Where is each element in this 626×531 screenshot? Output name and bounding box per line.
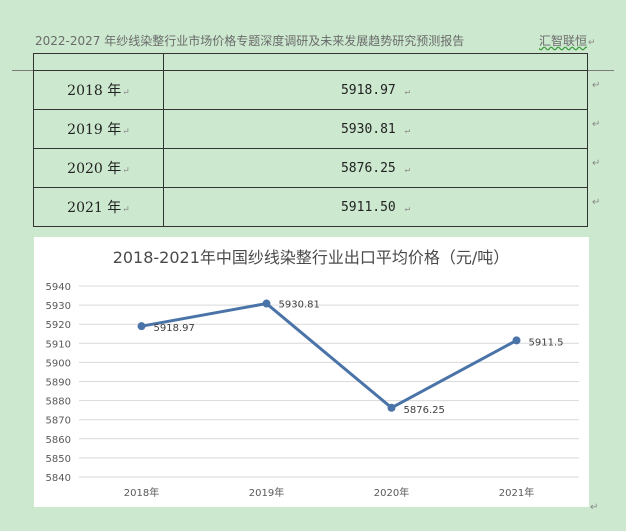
year-text: 2019 年 — [67, 122, 122, 138]
y-axis-ticks: 5840 5850 5860 5870 5880 5890 5900 5910 5920 5930… — [46, 282, 71, 484]
row-end-mark: ↵ — [592, 80, 601, 91]
chart-title: 2018-2021年中国纱线染整行业出口平均价格（元/吨） — [113, 248, 510, 267]
line-chart: 2018-2021年中国纱线染整行业出口平均价格（元/吨） 5840585058… — [46, 248, 579, 499]
table-row: 2018 年↵ 5918.97 ↵ — [33, 70, 588, 110]
y-tick-label: 5910 — [46, 339, 71, 350]
y-tick-label: 5900 — [46, 358, 71, 369]
cell-mark: ↵ — [122, 205, 130, 215]
row-end-mark: ↵ — [592, 119, 601, 130]
value-text: 5876.25 — [340, 160, 396, 176]
data-labels: 5918.97 5930.81 5876.25 5911.5 — [154, 300, 564, 416]
table-row: 2019 年↵ 5930.81 ↵ — [33, 109, 588, 149]
year-cell: 2021 年↵ — [33, 187, 164, 227]
paragraph-mark: ↵ — [588, 38, 596, 48]
y-tick-label: 5890 — [46, 378, 71, 389]
table-stub-row — [33, 53, 588, 71]
cell-mark: ↵ — [404, 164, 411, 175]
y-tick-label: 5940 — [46, 282, 71, 293]
data-label: 5918.97 — [154, 323, 195, 334]
data-point — [512, 336, 521, 345]
table-stub-cell — [33, 53, 164, 71]
value-text: 5911.50 — [340, 199, 396, 215]
cell-mark: ↵ — [122, 127, 130, 137]
series-layer — [137, 299, 521, 412]
data-point — [137, 322, 146, 331]
chart-card: 2018-2021年中国纱线染整行业出口平均价格（元/吨） 5840 5850 58… — [34, 237, 589, 507]
data-point — [387, 403, 396, 412]
value-cell: 5918.97 ↵ — [163, 70, 588, 110]
cell-mark: ↵ — [404, 125, 411, 136]
year-text: 2020 年 — [67, 161, 122, 177]
x-tick-label: 2018年 — [124, 486, 159, 499]
table-row: 2020 年↵ 5876.25 ↵ — [33, 148, 588, 188]
y-tick-label: 5840 — [46, 473, 71, 484]
x-tick-label: 2021年 — [499, 486, 534, 499]
x-axis-ticks: 2018年 2019年 2020年 2021年 — [124, 486, 534, 499]
y-tick-label: 5860 — [46, 435, 71, 446]
cell-mark: ↵ — [404, 86, 411, 97]
data-label: 5930.81 — [279, 300, 320, 311]
cell-mark: ↵ — [404, 203, 411, 214]
value-cell: 5930.81 ↵ — [163, 109, 588, 149]
row-end-mark: ↵ — [592, 158, 601, 169]
price-table: 2018 年↵ 5918.97 ↵ 2019 年↵ 5930.81 ↵ 2020… — [33, 53, 588, 227]
x-tick-label: 2020年 — [374, 486, 409, 499]
data-point — [262, 299, 271, 308]
y-tick-label: 5850 — [46, 454, 71, 465]
year-text: 2018 年 — [67, 83, 122, 99]
value-cell: 5911.50 ↵ — [163, 187, 588, 227]
y-tick-label: 5930 — [46, 301, 71, 312]
data-label: 5876.25 — [404, 405, 445, 416]
year-cell: 2020 年↵ — [33, 148, 164, 188]
year-cell: 2019 年↵ — [33, 109, 164, 149]
y-tick-label: 5870 — [46, 416, 71, 427]
series-line — [141, 302, 518, 410]
table-row: 2021 年↵ 5911.50 ↵ — [33, 187, 588, 227]
table-stub-cell — [163, 53, 588, 71]
organization-name-text: 汇智联恒 — [539, 34, 588, 48]
y-tick-label: 5880 — [46, 397, 71, 408]
organization-name: 汇智联恒↵ — [539, 32, 596, 49]
data-label: 5911.5 — [529, 337, 564, 348]
cell-mark: ↵ — [122, 88, 130, 98]
report-title: 2022-2027 年纱线染整行业市场价格专题深度调研及未来发展趋势研究预测报告 — [35, 34, 465, 48]
paragraph-mark: ↵ — [590, 502, 599, 513]
value-text: 5930.81 — [340, 121, 396, 137]
value-cell: 5876.25 ↵ — [163, 148, 588, 188]
y-tick-label: 5920 — [46, 320, 71, 331]
x-tick-label: 2019年 — [249, 486, 284, 499]
grid-lines — [79, 285, 579, 478]
row-end-mark: ↵ — [592, 197, 601, 208]
value-text: 5918.97 — [340, 82, 396, 98]
year-cell: 2018 年↵ — [33, 70, 164, 110]
cell-mark: ↵ — [122, 166, 130, 176]
year-text: 2021 年 — [67, 200, 122, 216]
